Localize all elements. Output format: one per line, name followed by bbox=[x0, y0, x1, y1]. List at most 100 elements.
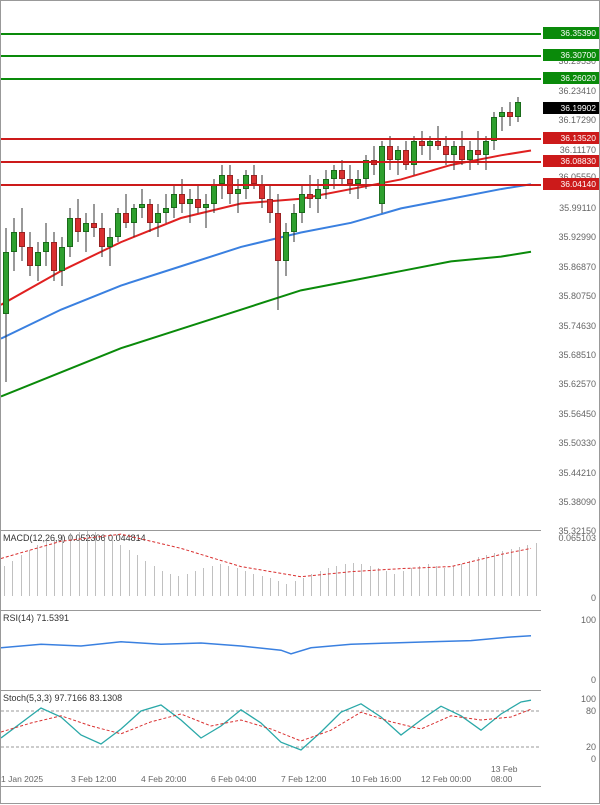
y-tick-label: 36.11170 bbox=[560, 145, 596, 155]
chart-container: 35.3215035.3809035.4421035.5033035.56450… bbox=[0, 0, 600, 804]
x-tick-label: 7 Feb 12:00 bbox=[281, 774, 326, 784]
candle bbox=[259, 175, 265, 209]
rsi-y-label: 100 bbox=[581, 615, 596, 625]
rsi-y-label: 0 bbox=[591, 675, 596, 685]
stoch-lines bbox=[1, 691, 541, 771]
candle bbox=[107, 228, 113, 267]
candle bbox=[83, 213, 89, 252]
level-line bbox=[1, 184, 541, 186]
candle bbox=[219, 165, 225, 199]
level-line bbox=[1, 33, 541, 35]
candle bbox=[507, 102, 513, 126]
level-line bbox=[1, 138, 541, 140]
x-tick-label: 13 Feb 08:00 bbox=[491, 764, 541, 784]
y-tick-label: 35.56450 bbox=[558, 409, 596, 419]
x-tick-label: 1 Jan 2025 bbox=[1, 774, 43, 784]
ma-green-line bbox=[1, 1, 541, 531]
candle bbox=[19, 208, 25, 261]
x-tick-label: 4 Feb 20:00 bbox=[141, 774, 186, 784]
candle bbox=[59, 237, 65, 285]
candle bbox=[163, 194, 169, 223]
y-tick-label: 35.80750 bbox=[558, 291, 596, 301]
y-tick-label: 35.68510 bbox=[558, 350, 596, 360]
rsi-line bbox=[1, 611, 541, 691]
level-badge: 36.30700 bbox=[543, 49, 599, 61]
candle bbox=[475, 131, 481, 165]
level-badge: 36.08830 bbox=[543, 155, 599, 167]
stoch-y-label: 20 bbox=[586, 742, 596, 752]
stoch-panel[interactable]: Stoch(5,3,3) 97.7166 83.1308 1 Jan 20253… bbox=[1, 691, 541, 787]
macd-signal-line bbox=[1, 531, 541, 611]
main-chart[interactable] bbox=[1, 1, 541, 531]
candle bbox=[123, 194, 129, 228]
macd-y-label: 0.065103 bbox=[558, 533, 596, 543]
candle bbox=[403, 141, 409, 170]
candle bbox=[67, 208, 73, 256]
candle bbox=[451, 141, 457, 170]
x-tick-label: 10 Feb 16:00 bbox=[351, 774, 401, 784]
candle bbox=[147, 199, 153, 233]
ma-blue-line bbox=[1, 1, 541, 531]
level-badge: 36.04140 bbox=[543, 178, 599, 190]
candle bbox=[195, 184, 201, 213]
x-tick-label: 3 Feb 12:00 bbox=[71, 774, 116, 784]
candle bbox=[267, 184, 273, 223]
candle bbox=[339, 160, 345, 184]
candle bbox=[491, 112, 497, 151]
candle bbox=[283, 223, 289, 276]
level-line bbox=[1, 78, 541, 80]
candle bbox=[75, 199, 81, 242]
candle bbox=[483, 136, 489, 170]
candle bbox=[379, 141, 385, 213]
candle bbox=[299, 184, 305, 223]
rsi-panel[interactable]: RSI(14) 71.5391 bbox=[1, 611, 541, 691]
candle bbox=[155, 204, 161, 238]
candle bbox=[467, 141, 473, 170]
candle bbox=[515, 97, 521, 121]
level-line bbox=[1, 55, 541, 57]
candle bbox=[275, 194, 281, 310]
level-badge: 36.13520 bbox=[543, 132, 599, 144]
candle bbox=[131, 204, 137, 238]
candle bbox=[35, 242, 41, 281]
stoch-y-label: 100 bbox=[581, 694, 596, 704]
y-axis: 35.3215035.3809035.4421035.5033035.56450… bbox=[539, 1, 599, 805]
level-badge: 36.26020 bbox=[543, 72, 599, 84]
candle bbox=[139, 189, 145, 218]
candle bbox=[307, 175, 313, 209]
candle bbox=[3, 228, 9, 382]
candle bbox=[43, 223, 49, 266]
candle bbox=[171, 184, 177, 218]
candle bbox=[91, 204, 97, 238]
current-price-badge: 36.19902 bbox=[543, 102, 599, 114]
y-tick-label: 35.44210 bbox=[558, 468, 596, 478]
x-tick-label: 6 Feb 04:00 bbox=[211, 774, 256, 784]
level-badge: 36.35390 bbox=[543, 27, 599, 39]
y-tick-label: 35.50330 bbox=[558, 438, 596, 448]
y-tick-label: 35.99110 bbox=[559, 203, 596, 213]
candle bbox=[11, 218, 17, 271]
x-tick-label: 12 Feb 00:00 bbox=[421, 774, 471, 784]
stoch-y-label: 0 bbox=[591, 754, 596, 764]
candle bbox=[459, 131, 465, 165]
candle bbox=[411, 136, 417, 175]
macd-panel[interactable]: MACD(12,26,9) 0.052306 0.044814 bbox=[1, 531, 541, 611]
y-tick-label: 35.86870 bbox=[558, 262, 596, 272]
y-tick-label: 36.23410 bbox=[558, 86, 596, 96]
candle bbox=[419, 131, 425, 155]
macd-y-label: 0 bbox=[591, 593, 596, 603]
y-tick-label: 35.74630 bbox=[558, 321, 596, 331]
candle bbox=[27, 232, 33, 275]
candle bbox=[115, 208, 121, 242]
candle bbox=[187, 189, 193, 223]
x-axis: 1 Jan 2025 3 Feb 12:00 4 Feb 20:00 6 Feb 04… bbox=[1, 768, 541, 786]
level-line bbox=[1, 161, 541, 163]
y-tick-label: 36.17290 bbox=[558, 115, 596, 125]
candle bbox=[387, 136, 393, 170]
candle bbox=[99, 213, 105, 256]
candle bbox=[51, 232, 57, 280]
stoch-y-label: 80 bbox=[586, 706, 596, 716]
candle bbox=[499, 107, 505, 131]
ma-red-line bbox=[1, 1, 541, 531]
candle bbox=[203, 194, 209, 228]
